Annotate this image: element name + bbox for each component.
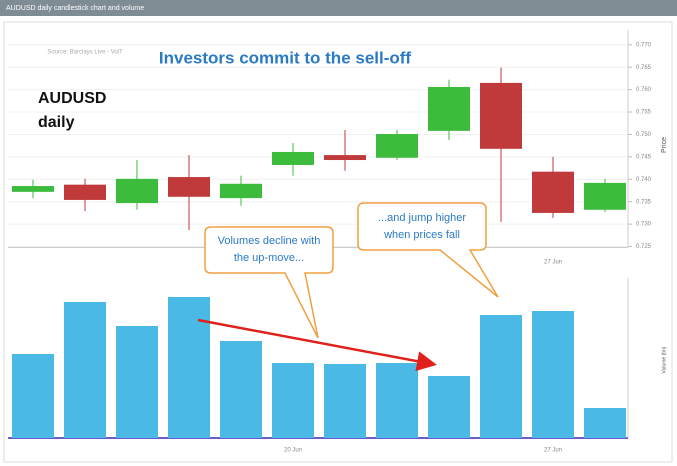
- bar: [12, 354, 54, 438]
- y-tick-label: 0.745: [636, 154, 652, 160]
- candle-body: [428, 86, 470, 131]
- y-axis-label: Price: [661, 137, 668, 153]
- callout-text: Volumes decline with: [218, 235, 321, 247]
- x-tick-label: 27 Jun: [544, 260, 562, 266]
- bar: [532, 311, 574, 438]
- x-tick-label: 27 Jun: [544, 448, 562, 454]
- y-tick-label: 0.770: [636, 42, 652, 48]
- bar: [480, 315, 522, 438]
- callout-text: Volumes decline with the up-move...: [218, 235, 321, 264]
- bar: [272, 363, 314, 438]
- y-tick-label: 0.730: [636, 222, 652, 228]
- candle-body: [376, 134, 418, 158]
- trend-arrow: [197, 318, 437, 372]
- header-title: AUDUSD daily candlestick chart and volum…: [6, 5, 144, 12]
- callout-text: ...and jump higher when prices fall: [378, 212, 466, 241]
- y-tick-label: 0.750: [636, 132, 652, 138]
- bar: [116, 326, 158, 438]
- x-tick-label: 20 Jun: [284, 448, 302, 454]
- y-tick-label: 0.765: [636, 65, 652, 71]
- candle-body: [324, 155, 366, 161]
- bar: [428, 376, 470, 438]
- candle-body: [116, 178, 158, 204]
- header-bar: [0, 0, 677, 16]
- callout-text: the up-move...: [234, 252, 304, 264]
- frame: [3, 21, 673, 463]
- bar: [584, 408, 626, 438]
- callout-text: ...and jump higher: [378, 212, 466, 224]
- y-tick-label: 0.725: [636, 244, 652, 250]
- candle-body: [532, 171, 574, 213]
- candle-body: [12, 186, 54, 192]
- candle-body: [480, 82, 522, 149]
- bar: [64, 302, 106, 438]
- candle-body: [168, 177, 210, 197]
- bar: [220, 341, 262, 438]
- y-axis-label: Volume (bn): [661, 346, 667, 373]
- candle-body: [584, 182, 626, 210]
- candle-body: [272, 151, 314, 165]
- bar: [376, 363, 418, 438]
- callout: [204, 226, 334, 339]
- chart-title: Investors commit to the sell-off: [159, 48, 412, 67]
- marks: 0.770 0.765 0.760 0.755 0.750 0.745 0.740 0.735…: [8, 42, 652, 454]
- callout: [357, 202, 499, 298]
- y-tick-label: 0.735: [636, 199, 652, 205]
- bar: [168, 297, 210, 438]
- label-line: AUDUSD: [38, 90, 106, 107]
- label-line: daily: [38, 114, 75, 131]
- y-tick-label: 0.755: [636, 110, 652, 116]
- candle-body: [220, 183, 262, 199]
- bar: [324, 364, 366, 438]
- callout-text: when prices fall: [383, 229, 460, 241]
- y-tick-label: 0.760: [636, 87, 652, 93]
- source: Source: Barclays Live - VolT: [47, 50, 123, 56]
- y-tick-label: 0.740: [636, 177, 652, 183]
- candle-body: [64, 184, 106, 200]
